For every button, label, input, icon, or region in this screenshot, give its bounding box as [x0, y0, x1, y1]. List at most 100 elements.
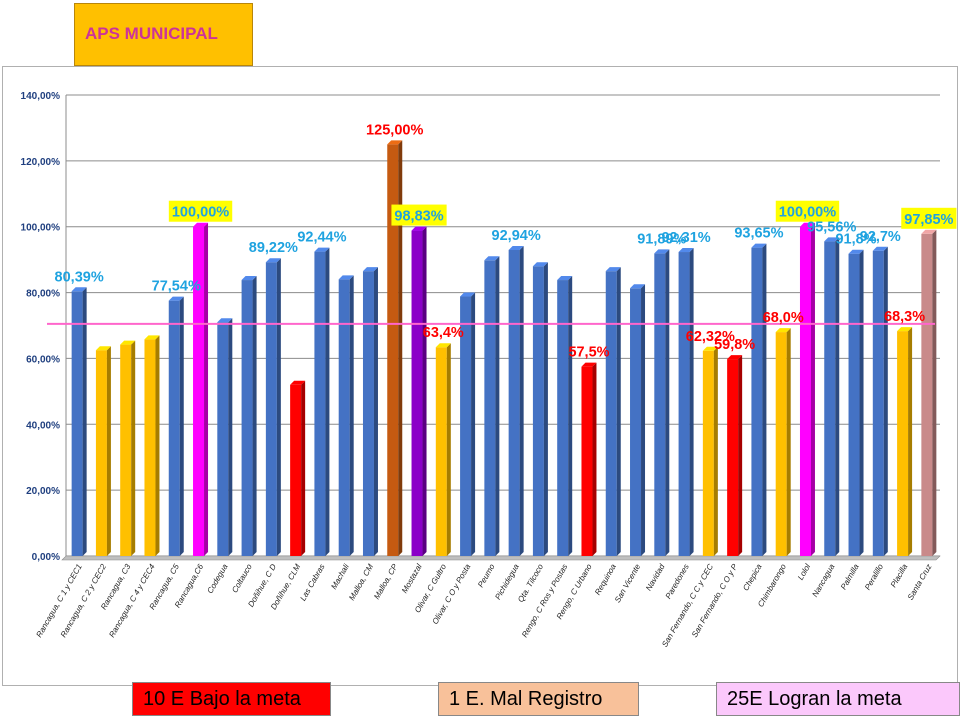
bar-top — [217, 318, 233, 323]
bar-top — [824, 237, 840, 242]
bar — [217, 318, 233, 556]
data-label: 92,44% — [297, 229, 346, 246]
data-label-text: 100,00% — [172, 204, 229, 221]
bar — [168, 296, 184, 556]
category-label: Mostazal — [400, 562, 424, 594]
category-label: Pichidegua — [493, 562, 521, 601]
bar — [193, 222, 209, 556]
bar-top — [95, 346, 111, 351]
data-label: 91,8% — [836, 231, 877, 248]
category-label: Rancagua, C 1 y CEC1 — [34, 563, 83, 640]
data-label-text: 68,0% — [763, 309, 804, 326]
y-tick-label: 120,00% — [21, 157, 61, 168]
bar-front — [872, 250, 884, 556]
bar-top — [265, 258, 281, 263]
axis-layer: 0,00% 20,00% 40,00% 60,00% 80,00% 100,00% 120,… — [21, 91, 941, 563]
bar-top — [921, 229, 937, 234]
bar-front — [897, 331, 909, 556]
bar-side — [155, 335, 160, 556]
bar — [557, 276, 573, 556]
category-label: Placilla — [889, 562, 910, 589]
bar — [484, 256, 500, 556]
category-label: Las Cabras — [298, 563, 326, 603]
data-label-text: 89,22% — [249, 239, 298, 256]
category-label: Machali — [329, 562, 351, 591]
bar-front — [848, 253, 860, 557]
bar-top — [581, 362, 597, 367]
data-label: 77,54% — [152, 278, 201, 295]
bar-top — [411, 226, 427, 231]
bar-top — [848, 249, 864, 254]
bar — [95, 346, 111, 556]
y-tick-label: 100,00% — [21, 223, 61, 234]
data-label: 91,89% — [637, 230, 686, 247]
bar — [702, 346, 718, 556]
bar-front — [702, 350, 714, 556]
data-label: 68,3% — [884, 308, 925, 325]
bar-top — [387, 140, 403, 145]
data-label: 57,5% — [568, 344, 609, 361]
bar — [678, 248, 694, 556]
bar-front — [508, 249, 520, 556]
y-tick-label: 40,00% — [26, 420, 60, 431]
data-label-text: 91,89% — [637, 230, 686, 247]
bar-front — [314, 251, 326, 557]
bar-side — [592, 362, 597, 556]
bar-top — [605, 267, 621, 272]
data-label-text: 62,32% — [686, 328, 735, 345]
data-label-text: 92,7% — [860, 228, 901, 245]
bar-front — [193, 226, 205, 556]
bar-side — [276, 258, 281, 556]
bar — [290, 380, 306, 556]
bar-top — [484, 256, 500, 261]
bar-side — [373, 267, 378, 556]
data-label-highlight — [168, 200, 233, 222]
bar-top — [799, 222, 815, 227]
bar — [387, 140, 403, 556]
bar — [605, 267, 621, 556]
bar-top — [290, 380, 306, 385]
bar-side — [616, 267, 621, 556]
category-label: Lolol — [796, 562, 812, 581]
bar-front — [144, 339, 156, 556]
legend-reached-goal: 25E Logran la meta — [716, 682, 960, 716]
bar-top — [557, 276, 573, 281]
bar-top — [678, 248, 694, 253]
bar-front — [727, 359, 739, 556]
bar-front — [387, 144, 399, 556]
bar-side — [641, 284, 646, 556]
data-label: 92,7% — [860, 228, 901, 245]
chart-floor — [61, 555, 941, 561]
category-label: San Fernando, C O y P — [690, 562, 740, 639]
bar-front — [120, 344, 132, 556]
data-label: 89,22% — [249, 239, 298, 256]
bar-front — [338, 279, 350, 556]
category-label: Rancagua, C 2 y CEC2 — [59, 562, 109, 639]
bar-top — [532, 262, 548, 267]
bar — [411, 226, 427, 556]
bar-side — [446, 343, 451, 556]
y-tick-label: 20,00% — [26, 486, 60, 497]
bar-top — [144, 335, 160, 340]
title-box: APS MUNICIPAL — [74, 3, 253, 66]
bar-side — [252, 276, 257, 556]
data-label-highlight — [901, 207, 957, 229]
bar-front — [775, 332, 787, 556]
data-label-text: 100,00% — [779, 204, 836, 221]
bar-side — [738, 355, 743, 556]
data-label-text: 97,85% — [904, 211, 953, 228]
bar-front — [71, 291, 83, 556]
bar-side — [519, 245, 524, 556]
bar-front — [241, 280, 253, 556]
data-label-text: 59,8% — [714, 336, 755, 353]
bar — [848, 249, 864, 557]
bar-side — [786, 328, 791, 556]
bar-front — [435, 347, 447, 556]
bar-top — [702, 346, 718, 351]
data-label: 68,0% — [763, 309, 804, 326]
category-label: Codegua — [206, 562, 230, 595]
bar-front — [362, 271, 374, 556]
category-label: Malloa, CM — [347, 562, 375, 602]
